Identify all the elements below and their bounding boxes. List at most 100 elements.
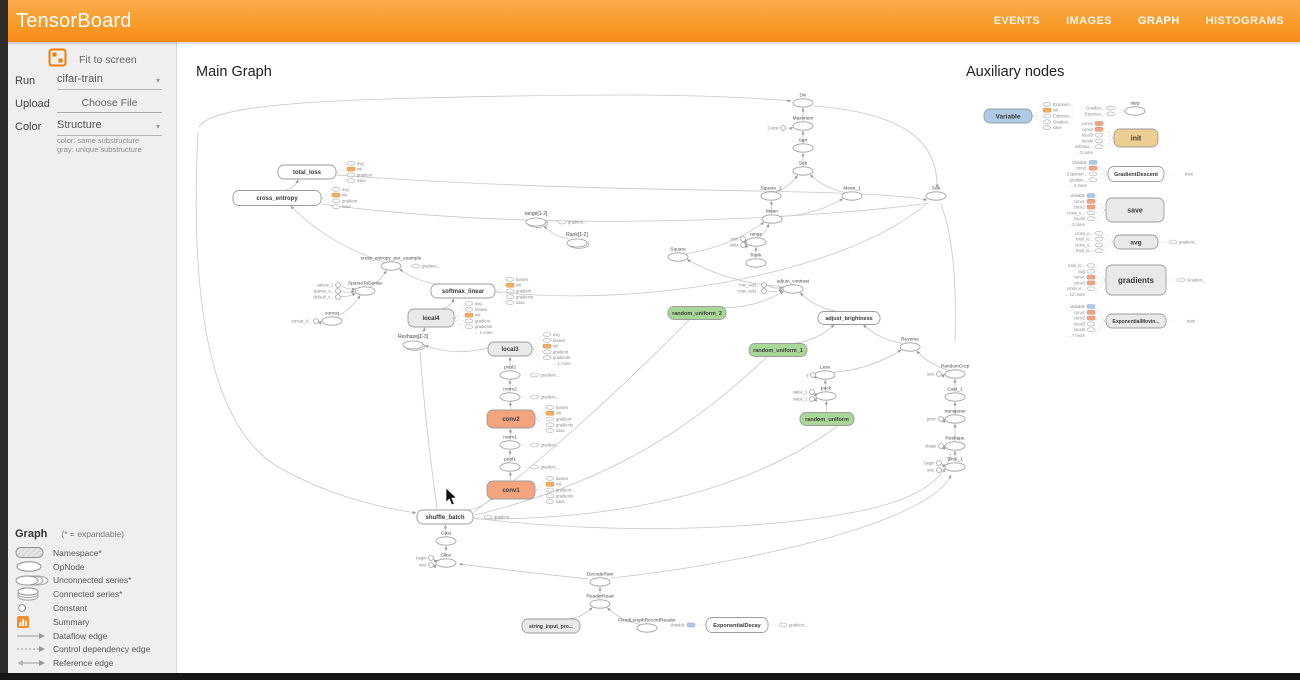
graph-node-slice[interactable]: Slice: [435, 553, 457, 568]
graph-node-cast1[interactable]: Cast_1: [944, 387, 966, 402]
graph-node-k_sz[interactable]: size: [419, 562, 434, 568]
graph-node-k_min[interactable]: min_valu...: [739, 282, 767, 288]
graph-node-sq1[interactable]: Square_1: [761, 186, 782, 201]
graph-node-norm1[interactable]: norm1: [499, 435, 521, 450]
graph-node-rank[interactable]: Rank: [745, 253, 767, 268]
graph-node-transp[interactable]: transpose: [944, 409, 966, 424]
graph-node-div[interactable]: Div: [792, 93, 814, 108]
svg-text:init: init: [342, 193, 348, 198]
graph-edge-ce-tl: [286, 179, 299, 191]
graph-node-k_max[interactable]: max_valu...: [738, 288, 767, 294]
tab-images[interactable]: IMAGES: [1066, 15, 1112, 27]
graph-node-resh[interactable]: Reshape: [944, 436, 966, 451]
graph-node-subr[interactable]: Sub: [925, 186, 947, 201]
graph-node-gd[interactable]: GradientDescent: [1107, 166, 1165, 182]
graph-node-k_dv[interactable]: default_v...: [313, 294, 341, 300]
svg-text:gradients: gradients: [475, 324, 492, 329]
graph-long-edge-2: [335, 174, 928, 201]
graph-node-ac[interactable]: adjust_contrast: [777, 279, 810, 294]
svg-text:conv1: conv1: [1074, 199, 1086, 204]
graph-node-rev[interactable]: Reverse: [899, 337, 921, 352]
graph-node-mean[interactable]: Mean: [761, 209, 783, 224]
graph-node-sm[interactable]: softmax_linear: [430, 283, 496, 299]
graph-node-sip[interactable]: string_input_pro...: [521, 618, 581, 634]
graph-node-l3[interactable]: local3: [487, 341, 533, 357]
graph-node-k_v1[interactable]: values_1: [317, 282, 341, 288]
graph-node-k12[interactable]: Rank[1-2]: [566, 232, 590, 249]
graph-node-mean1[interactable]: Mean_1: [841, 186, 863, 201]
graph-node-tl[interactable]: total_loss: [277, 164, 337, 180]
graph-node-k_y[interactable]: y: [806, 372, 816, 378]
graph-node-ema[interactable]: ExponentialMovin...: [1105, 313, 1167, 329]
svg-text:... 3 more: ... 3 more: [1067, 222, 1085, 227]
graph-node-ed[interactable]: ExponentialDecay: [705, 617, 769, 633]
svg-text:conv1: conv1: [502, 488, 520, 494]
graph-node-sub[interactable]: Sub: [792, 161, 814, 176]
graph-node-norm2[interactable]: norm2: [499, 387, 521, 402]
graph-node-c2[interactable]: conv2: [486, 409, 536, 429]
graph-node-k_size[interactable]: size: [927, 371, 942, 377]
graph-node-grads[interactable]: gradients: [1105, 264, 1167, 296]
color-select[interactable]: Structure ▾: [57, 119, 162, 136]
tab-histograms[interactable]: HISTOGRAMS: [1205, 15, 1284, 27]
graph-node-r12[interactable]: range[1-2]: [525, 211, 549, 228]
graph-node-pack[interactable]: pack: [815, 386, 837, 401]
graph-node-std[interactable]: SparseToDense: [348, 281, 382, 296]
graph-pane: Main Graph Auxiliary nodes total_loss cro…: [177, 42, 1300, 673]
graph-node-sq[interactable]: Square: [667, 247, 689, 262]
graph-node-k_pv1[interactable]: value_1: [793, 389, 815, 395]
graph-node-slice1[interactable]: Slice_1: [944, 457, 966, 472]
graph-node-pool1[interactable]: pool1: [499, 457, 521, 472]
tab-events[interactable]: EVENTS: [993, 15, 1041, 27]
auxiliary-nodes-title: Auxiliary nodes: [966, 64, 1065, 80]
graph-canvas[interactable]: total_loss cross_entropy softmax_linearloc…: [177, 42, 1300, 673]
graph-node-k_b1[interactable]: begin: [924, 460, 942, 466]
fit-to-screen-label[interactable]: Fit to screen: [79, 54, 137, 66]
graph-node-concat[interactable]: concat: [321, 311, 343, 326]
graph-node-ru1[interactable]: random_uniform_1: [748, 343, 808, 357]
graph-node-k_start[interactable]: start: [730, 236, 746, 242]
graph-node-k_const[interactable]: Const: [768, 125, 786, 131]
graph-edge-k_sz-slice: [432, 564, 437, 569]
graph-node-avg[interactable]: avg: [1113, 234, 1159, 250]
graph-node-k_delta[interactable]: delta: [729, 242, 746, 248]
graph-node-dr[interactable]: DecodeRaw: [587, 572, 614, 587]
fit-to-screen-icon[interactable]: [48, 48, 67, 72]
choose-file-button[interactable]: Choose File: [57, 95, 162, 113]
graph-node-k_s1[interactable]: size: [927, 467, 942, 473]
graph-node-ab[interactable]: adjust_brightness: [817, 311, 881, 325]
svg-text:... 7 more: ... 7 more: [1067, 333, 1085, 338]
graph-node-ce[interactable]: cross_entropy: [232, 190, 322, 206]
svg-text:Less: Less: [820, 365, 831, 371]
graph-node-step[interactable]: step: [1124, 101, 1146, 116]
graph-node-l4[interactable]: local4: [407, 308, 455, 328]
graph-node-save[interactable]: save: [1105, 197, 1165, 223]
graph-node-less[interactable]: Less: [814, 365, 836, 380]
graph-node-init[interactable]: init: [1113, 128, 1159, 148]
graph-node-sb[interactable]: shuffle_batch: [416, 509, 474, 525]
graph-node-rr[interactable]: ReaderRead: [586, 594, 614, 609]
graph-node-var[interactable]: Variable: [983, 108, 1033, 124]
graph-node-k_beg[interactable]: begin: [416, 555, 434, 561]
run-select[interactable]: cifar-train ▾: [57, 73, 162, 90]
graph-node-cepe[interactable]: cross_entropy_per_example: [361, 256, 422, 271]
graph-node-c1[interactable]: conv1: [486, 480, 536, 500]
svg-text:Variable: Variable: [1072, 160, 1088, 165]
graph-node-k_sv[interactable]: sparse_v...: [313, 288, 341, 294]
graph-node-cast[interactable]: Cast: [435, 531, 457, 546]
graph-node-range[interactable]: range: [745, 232, 767, 247]
graph-node-flr[interactable]: FixedLengthRecordReader: [618, 618, 676, 633]
graph-node-sqrt[interactable]: Sqrt: [792, 138, 814, 153]
graph-node-rc[interactable]: RandomCrop: [941, 364, 970, 379]
graph-node-r13[interactable]: Reshape[1-3]: [398, 334, 429, 351]
tab-graph[interactable]: GRAPH: [1137, 15, 1180, 27]
graph-node-k_shape[interactable]: shape: [925, 443, 944, 449]
graph-node-k_cd[interactable]: concat_d...: [291, 318, 319, 324]
graph-node-max[interactable]: Maximum: [792, 116, 814, 131]
graph-node-k_pv2[interactable]: value_2: [793, 396, 815, 402]
graph-node-ru2[interactable]: random_uniform_2: [667, 306, 727, 320]
graph-node-ru[interactable]: random_uniform: [799, 412, 855, 426]
graph-node-k_perm[interactable]: perm: [927, 416, 944, 422]
graph-node-pool2[interactable]: pool2: [499, 365, 521, 380]
